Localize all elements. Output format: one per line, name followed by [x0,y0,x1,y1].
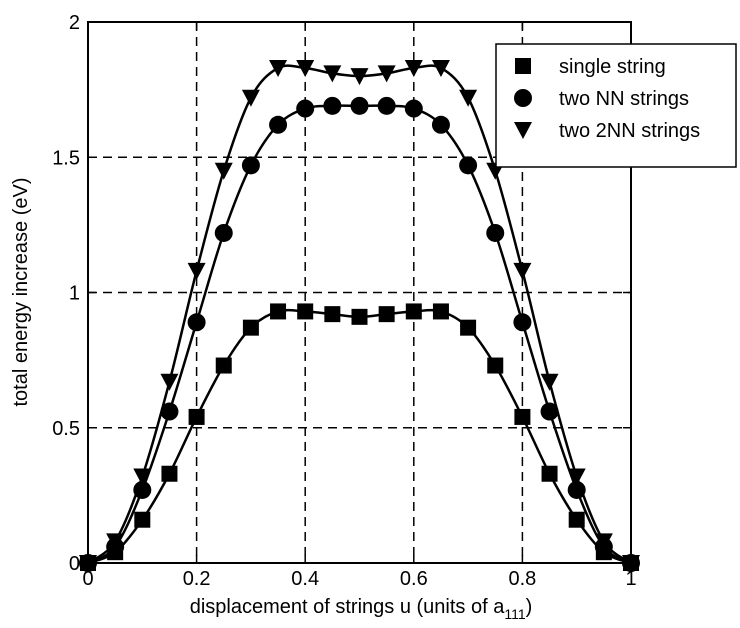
y-tick-label: 2 [69,12,80,34]
marker-square [515,58,531,74]
marker-triangle-down [323,65,342,83]
series-square [80,303,639,571]
marker-square [405,303,422,320]
marker-circle [241,156,260,175]
marker-circle [540,402,559,421]
marker-square [514,408,531,425]
marker-triangle-down [567,468,586,486]
marker-circle [513,313,532,332]
x-tick-label: 0.8 [508,568,536,590]
x-tick-label: 0 [82,568,93,590]
marker-circle [377,96,396,115]
marker-triangle-down [377,65,396,83]
marker-square [487,357,504,374]
marker-square [351,308,368,325]
marker-triangle-down [459,89,478,107]
marker-circle [404,99,423,118]
marker-square [215,357,232,374]
y-axis-label: total energy increase (eV) [10,177,32,406]
legend: single string two NN strings two 2NN str… [495,43,737,168]
marker-square [324,306,341,323]
legend-label-two-nn-strings: two NN strings [559,88,689,110]
x-axis-label-end: ) [526,596,533,618]
marker-triangle-down [540,373,559,391]
marker-circle [459,156,478,175]
marker-square [460,319,477,336]
legend-item-two-2nn-strings: two 2NN strings [514,120,700,142]
marker-circle [187,313,206,332]
x-axis-label: displacement of strings u (units of a111… [190,596,533,622]
x-tick-label: 1 [625,568,636,590]
marker-circle [133,480,152,499]
y-tick-label: 0.5 [52,418,80,440]
marker-circle [214,223,233,242]
marker-square [188,408,205,425]
legend-box [495,43,737,168]
x-axis-label-subscript: 111 [504,606,525,622]
marker-triangle-down [269,59,288,77]
marker-square [378,306,395,323]
marker-circle [296,99,315,118]
marker-circle [323,96,342,115]
marker-triangle-down [513,262,532,280]
marker-circle [160,402,179,421]
marker-square [242,319,259,336]
legend-marker-circle [514,89,532,107]
marker-square [270,303,287,320]
x-tick-label: 0.2 [183,568,211,590]
y-tick-label: 0 [69,553,80,575]
marker-triangle-down [214,162,233,180]
series-triangle-down [79,59,640,572]
marker-square [432,303,449,320]
marker-triangle-down [404,59,423,77]
marker-circle [514,89,532,107]
marker-circle [486,223,505,242]
legend-marker-triangle [514,122,532,139]
marker-circle [350,96,369,115]
x-tick-label: 0.4 [291,568,319,590]
marker-triangle-down [594,533,613,551]
marker-square [297,303,314,320]
marker-triangle-down [79,555,97,572]
series-layer [79,59,640,572]
marker-triangle-down [431,59,450,77]
marker-circle [567,480,586,499]
legend-label-single-string: single string [559,56,666,78]
marker-triangle-down [106,533,125,551]
marker-triangle-down [133,468,152,486]
legend-label-two-2nn-strings: two 2NN strings [559,120,700,142]
marker-circle [431,115,450,134]
marker-triangle-down [241,89,260,107]
y-tick-label: 1.5 [52,147,80,169]
marker-square [161,465,178,482]
y-tick-label: 1 [69,283,80,305]
legend-item-two-nn-strings: two NN strings [514,88,689,110]
marker-circle [269,115,288,134]
marker-triangle-down [350,68,369,86]
marker-triangle-down [160,373,179,391]
x-tick-label: 0.6 [400,568,428,590]
legend-marker-square [515,58,531,74]
tick-labels: 0 0.2 0.4 0.6 0.8 1 0 0.5 1 1.5 2 [52,12,636,590]
series-circle [79,96,640,572]
marker-square [134,511,151,528]
marker-triangle-down [622,555,640,572]
marker-square [568,511,585,528]
marker-square [541,465,558,482]
marker-triangle-down [296,59,315,77]
legend-item-single-string: single string [515,56,666,78]
marker-triangle-down [187,262,206,280]
marker-triangle-down [514,122,532,139]
